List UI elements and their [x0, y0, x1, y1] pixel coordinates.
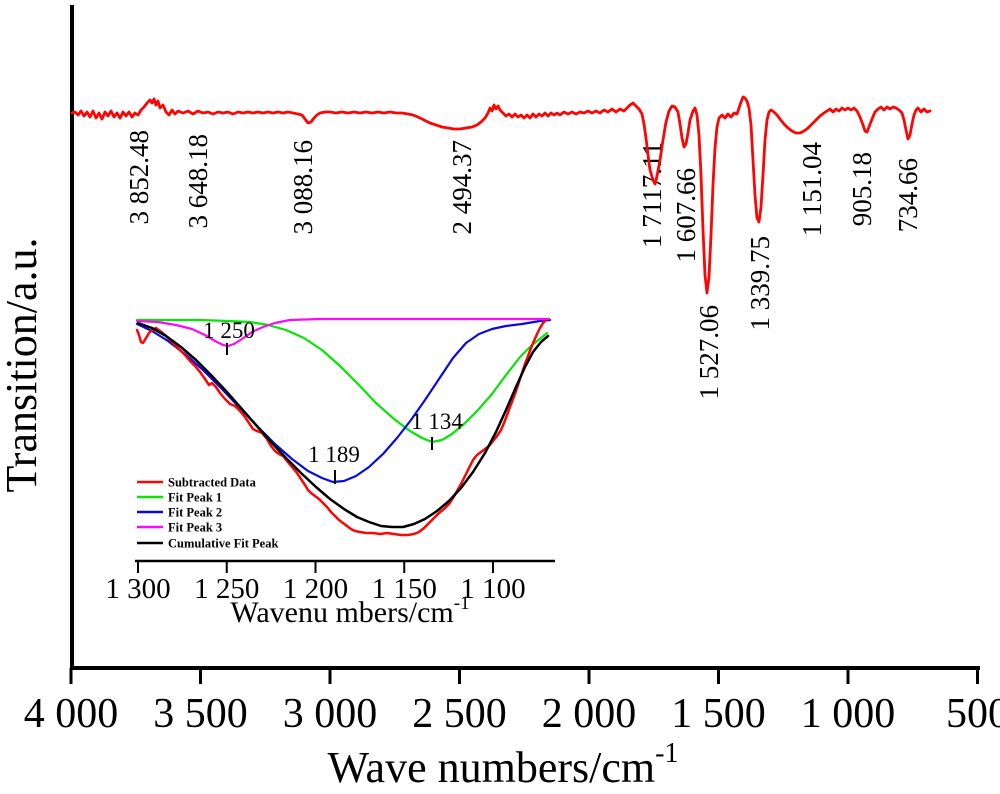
- peak-label: 1 527.06: [694, 305, 724, 400]
- ir-spectrum-curve: [70, 95, 932, 295]
- x-axis-tick-label: 2 500: [412, 691, 507, 737]
- fit-peak-center-label: 1 134: [411, 409, 463, 434]
- peak-wavenumber-labels: 3 852.48 3 648.18 3 088.16 2 494.37 1 7117.1…: [124, 130, 923, 400]
- x-axis-tick-label: 4 000: [24, 691, 119, 737]
- peak-label: 3 088.16: [288, 140, 318, 235]
- peak-label: 1 151.04: [797, 142, 827, 237]
- x-axis-tick-label: 3 000: [283, 691, 378, 737]
- main-axes: 4 000 3 500 3 000 2 500 2 000 1 500 1 000 500: [24, 5, 1000, 737]
- fit-curve-fit-peak-3: [135, 317, 551, 348]
- main-plot: 4 000 3 500 3 000 2 500 2 000 1 500 1 000 500 3…: [0, 5, 1000, 792]
- y-axis-title: Transition/a.u.: [0, 237, 46, 492]
- inset-x-axis-tick-label: 1 100: [460, 573, 525, 605]
- x-axis-tick-label: 500: [946, 691, 1000, 737]
- peak-label: 1 607.66: [671, 168, 701, 263]
- inset-x-axis-tick-label: 1 300: [105, 573, 170, 605]
- ir-spectrum-line: [70, 95, 932, 295]
- fit-peak-center-label: 1 250: [203, 318, 255, 343]
- x-axis-title-superscript: -1: [655, 738, 678, 769]
- fit-curve-cumulative-fit-peak: [136, 321, 550, 529]
- inset-x-axis-tick-label: 1 200: [283, 573, 348, 605]
- x-axis-tick-label: 3 500: [153, 691, 248, 737]
- inset-fit-curves: [135, 317, 552, 537]
- peak-label: 1 7117.11: [637, 142, 667, 248]
- inset-x-axis-title-text: Wavenu mbers/cm: [230, 596, 453, 629]
- legend-label: Fit Peak 2: [168, 506, 222, 520]
- peak-label: 2 494.37: [447, 140, 477, 235]
- legend-label: Fit Peak 1: [168, 491, 222, 505]
- inset-x-axis-title: Wavenu mbers/cm-1: [230, 593, 469, 629]
- fit-curve-fit-peak-2: [135, 318, 552, 484]
- x-axis-tick-label: 1 500: [671, 691, 766, 737]
- peak-label: 1 339.75: [745, 236, 775, 331]
- fit-peak-center-label: 1 189: [308, 442, 360, 467]
- peak-label: 3 648.18: [183, 134, 213, 229]
- inset-peak-fit-plot: 1 300 1 250 1 200 1 150 1 100 1 250 1 189 1 13…: [105, 317, 555, 629]
- peak-label: 734.66: [893, 158, 923, 232]
- peak-label: 3 852.48: [124, 130, 154, 225]
- fit-curve-subtracted-data: [135, 319, 547, 537]
- fit-curve-fit-peak-1: [135, 318, 549, 444]
- x-axis-tick-label: 2 000: [542, 691, 637, 737]
- inset-axes: 1 300 1 250 1 200 1 150 1 100: [105, 559, 555, 605]
- x-axis-title-text: Wave numbers/cm: [328, 743, 656, 792]
- inset-x-axis-tick-label: 1 250: [194, 573, 259, 605]
- x-axis-tick-label: 1 000: [801, 691, 896, 737]
- inset-peak-annotations: 1 250 1 189 1 134: [203, 318, 463, 484]
- x-axis-title: Wave numbers/cm-1: [328, 738, 679, 792]
- legend-label: Subtracted Data: [168, 476, 257, 490]
- legend-label: Cumulative Fit Peak: [168, 537, 278, 551]
- inset-x-axis-title-superscript: -1: [454, 593, 470, 614]
- inset-x-axis-tick-label: 1 150: [372, 573, 437, 605]
- peak-label: 905.18: [847, 152, 877, 226]
- legend-label: Fit Peak 3: [168, 521, 222, 535]
